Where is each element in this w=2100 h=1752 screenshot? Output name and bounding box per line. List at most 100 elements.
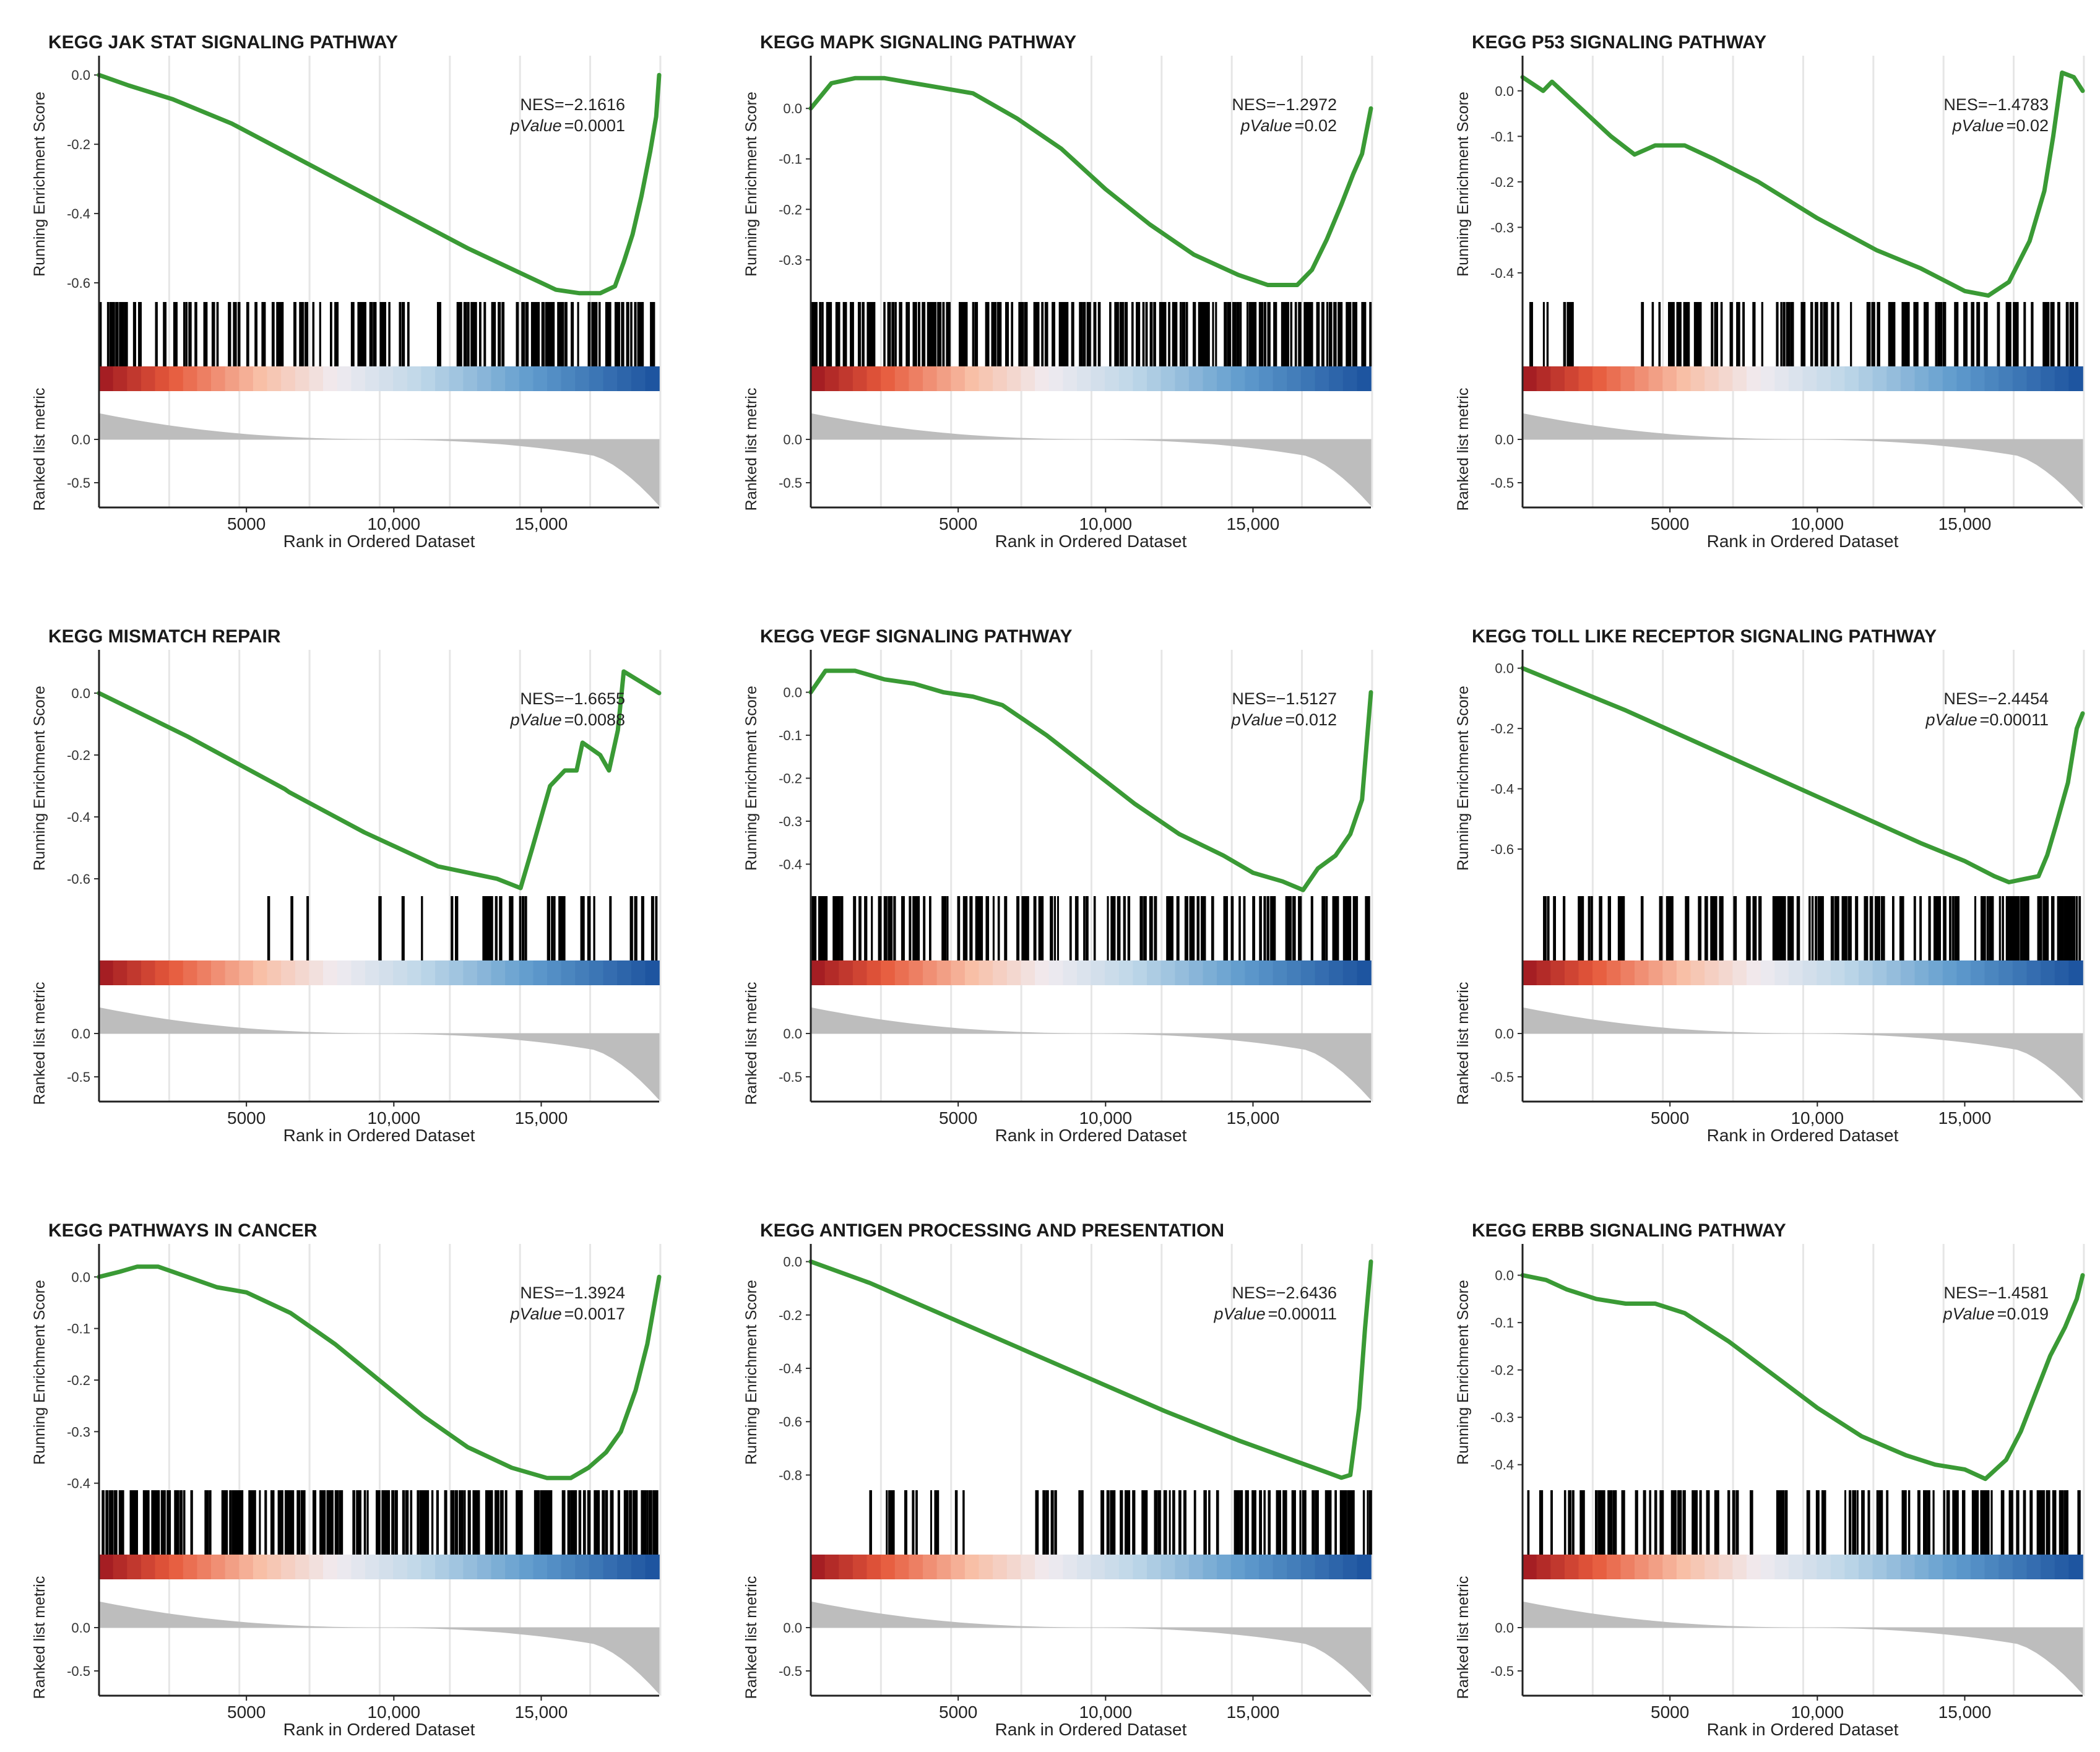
pvalue-text: pValue =0.00011	[1925, 710, 2049, 729]
rank-color-cell	[1035, 960, 1050, 985]
y-tick-label: -0.1	[1490, 129, 1514, 144]
x-tick-label: 5000	[939, 514, 977, 533]
rank-color-cell	[323, 960, 338, 985]
rank-color-cell	[811, 366, 826, 391]
rank-color-cell	[463, 366, 478, 391]
rank-color-cell	[881, 960, 896, 985]
rank-color-cell	[1578, 1555, 1593, 1579]
rank-color-cell	[1203, 1555, 1217, 1579]
rank-color-cell	[281, 1555, 296, 1579]
rank-color-cell	[1942, 1555, 1958, 1579]
rank-color-cell	[631, 366, 646, 391]
rank-color-cell	[2041, 960, 2055, 985]
gsea-chart-5: KEGG VEGF SIGNALING PATHWAY Running Enric…	[743, 626, 1373, 1145]
ranked-metric-area	[1522, 1007, 2083, 1100]
pvalue-value: =0.02	[2007, 116, 2049, 135]
rank-color-cell	[1259, 366, 1274, 391]
rank-color-cell	[1942, 366, 1958, 391]
y-tick-label: 0.0	[71, 67, 90, 83]
rank-color-cell	[852, 1555, 868, 1579]
rank-color-cell	[1690, 366, 1705, 391]
rank-color-cell	[1690, 960, 1705, 985]
rank-color-cell	[1747, 960, 1761, 985]
rank-color-cell	[1147, 960, 1162, 985]
rank-color-cell	[505, 1555, 520, 1579]
x-tick-label: 15,000	[1227, 514, 1280, 533]
gsea-panel-2: KEGG MAPK SIGNALING PATHWAY Running Enric…	[712, 12, 1380, 557]
panel-title: KEGG PATHWAYS IN CANCER	[48, 1220, 318, 1241]
rank-color-cell	[1564, 366, 1579, 391]
gsea-chart-3: KEGG P53 SIGNALING PATHWAY Running Enrich…	[1454, 32, 2085, 551]
metric-tick-label: -0.5	[779, 1664, 802, 1679]
rank-color-cell	[894, 366, 910, 391]
y-tick-label: 0.0	[1495, 1268, 1514, 1284]
rank-color-cell	[1984, 366, 1999, 391]
metric-axis-label: Ranked list metric	[743, 982, 760, 1105]
y-tick-label: 0.0	[1495, 661, 1514, 676]
rank-color-cell	[99, 1555, 114, 1579]
rank-color-cell	[1550, 960, 1565, 985]
rank-color-cell	[1217, 1555, 1232, 1579]
x-tick-label: 5000	[939, 1108, 977, 1128]
nes-value: NES=−1.4581	[1943, 1284, 2049, 1302]
rank-color-cell	[99, 366, 114, 391]
gsea-chart-9: KEGG ERBB SIGNALING PATHWAY Running Enric…	[1454, 1220, 2085, 1739]
metric-axis-label: Ranked list metric	[743, 1576, 760, 1699]
rank-color-cell	[617, 1555, 632, 1579]
rank-color-cell	[379, 1555, 394, 1579]
metric-tick-label: 0.0	[71, 1026, 90, 1042]
rank-color-cell	[1648, 366, 1663, 391]
gsea-chart-6: KEGG TOLL LIKE RECEPTOR SIGNALING PATHWA…	[1454, 626, 2085, 1145]
gsea-chart-4: KEGG MISMATCH REPAIR Running Enrichment S…	[31, 626, 662, 1145]
rank-color-cell	[979, 1555, 993, 1579]
rank-color-cell	[1859, 366, 1873, 391]
rank-color-cell	[1315, 1555, 1329, 1579]
x-tick-label: 10,000	[1791, 1702, 1844, 1722]
y-tick-label: -0.3	[1490, 220, 1514, 235]
rank-color-cell	[1133, 960, 1147, 985]
rank-color-cell	[1063, 366, 1078, 391]
y-tick-label: -0.4	[779, 857, 802, 872]
y-tick-label: -0.1	[67, 1321, 90, 1337]
rank-color-cell	[407, 1555, 422, 1579]
rank-color-cell	[1175, 366, 1190, 391]
rank-color-cell	[1259, 960, 1274, 985]
rank-color-cell	[1817, 1555, 1831, 1579]
pvalue-label: pValue	[510, 710, 562, 729]
rank-color-cell	[1971, 1555, 1985, 1579]
rank-color-cell	[547, 366, 562, 391]
rank-color-cell	[1188, 366, 1204, 391]
metric-axis-label: Ranked list metric	[31, 1576, 48, 1699]
rank-color-cell	[1760, 366, 1775, 391]
rank-color-cell	[1620, 960, 1635, 985]
x-tick-label: 5000	[1651, 514, 1689, 533]
metric-tick-label: -0.5	[779, 1069, 802, 1085]
y-tick-label: -0.4	[1490, 782, 1514, 797]
metric-tick-label: 0.0	[1495, 1620, 1514, 1636]
rank-color-cell	[1844, 366, 1859, 391]
rank-color-cell	[1900, 1555, 1916, 1579]
x-axis-label: Rank in Ordered Dataset	[283, 1126, 475, 1145]
rank-color-cell	[393, 366, 408, 391]
y-axis-label: Running Enrichment Score	[31, 92, 48, 277]
rank-color-cell	[1984, 960, 1999, 985]
rank-color-cell	[323, 1555, 338, 1579]
rank-color-cell	[645, 960, 660, 985]
rank-color-cell	[1592, 366, 1607, 391]
rank-color-cell	[1105, 1555, 1120, 1579]
rank-color-cell	[1203, 366, 1217, 391]
rank-color-cell	[811, 960, 826, 985]
rank-color-cell	[421, 1555, 436, 1579]
rank-color-cell	[617, 366, 632, 391]
rank-color-cell	[575, 366, 590, 391]
rank-color-cell	[351, 366, 366, 391]
metric-tick-label: 0.0	[783, 432, 802, 447]
nes-value: NES=−1.3924	[520, 1284, 625, 1302]
rank-color-cell	[1536, 960, 1551, 985]
x-tick-label: 10,000	[367, 1108, 420, 1128]
rank-color-cell	[169, 366, 184, 391]
rank-color-cell	[155, 366, 170, 391]
rank-color-cell	[295, 960, 310, 985]
y-tick-label: -0.4	[779, 1361, 802, 1376]
rank-color-cell	[309, 960, 324, 985]
